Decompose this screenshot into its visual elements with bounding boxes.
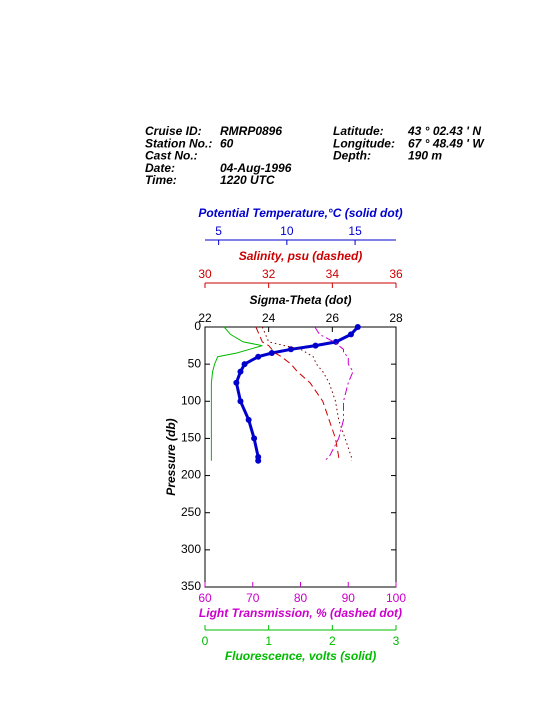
- profile-line: [255, 326, 340, 461]
- x-axis-title: Salinity, psu (dashed): [239, 249, 363, 263]
- header-label: Cast No.:: [145, 149, 198, 163]
- x-tick-label: 36: [389, 267, 403, 281]
- y-tick-label: 350: [181, 579, 201, 593]
- y-tick-label: 150: [181, 431, 201, 445]
- profile-dot: [332, 338, 339, 345]
- profile-dot: [255, 353, 262, 360]
- x-tick-label: 100: [386, 591, 406, 605]
- y-tick-label: 200: [181, 468, 201, 482]
- x-tick-label: 10: [280, 224, 294, 238]
- profile-dot: [237, 398, 244, 405]
- x-tick-label: 30: [198, 267, 212, 281]
- x-tick-label: 1: [265, 634, 272, 648]
- profile-dot: [233, 379, 240, 386]
- profile-dot: [354, 324, 361, 330]
- x-axis-title: Sigma-Theta (dot): [250, 293, 352, 307]
- x-tick-label: 28: [389, 311, 403, 325]
- profile-dot: [347, 331, 354, 338]
- profile-dot: [237, 368, 244, 375]
- x-tick-label: 60: [198, 591, 212, 605]
- x-tick-label: 70: [246, 591, 260, 605]
- header-label: Cruise ID:: [145, 124, 202, 138]
- header-value: 190 m: [408, 149, 442, 163]
- header-value: 04-Aug-1996: [220, 161, 292, 175]
- x-tick-label: 2: [329, 634, 336, 648]
- x-axis-title: Light Transmission, % (dashed dot): [199, 606, 402, 620]
- header-label: Longitude:: [333, 136, 395, 150]
- profile-dot: [245, 416, 252, 423]
- header-value: 60: [220, 136, 234, 150]
- x-tick-label: 26: [326, 311, 340, 325]
- x-tick-label: 15: [348, 224, 362, 238]
- x-tick-label: 34: [326, 267, 340, 281]
- header-label: Date:: [145, 161, 175, 175]
- y-tick-label: 300: [181, 542, 201, 556]
- profile-dot: [268, 350, 275, 356]
- profile-dot: [255, 457, 262, 464]
- header-label: Depth:: [333, 149, 371, 163]
- y-tick-label: 250: [181, 505, 201, 519]
- y-tick-label: 0: [194, 319, 201, 333]
- header-label: Station No.:: [145, 136, 212, 150]
- x-tick-label: 80: [294, 591, 308, 605]
- x-axis-title: Potential Temperature,°C (solid dot): [198, 206, 402, 220]
- y-tick-label: 100: [181, 393, 201, 407]
- header-value: 43 ° 02.43 ' N: [407, 124, 481, 138]
- header-label: Time:: [145, 173, 177, 187]
- profile-dot: [312, 342, 319, 349]
- x-tick-label: 22: [198, 311, 212, 325]
- x-tick-label: 32: [262, 267, 276, 281]
- plot-frame: [204, 326, 397, 588]
- header-value: 67 ° 48.49 ' W: [408, 136, 485, 150]
- x-tick-label: 3: [393, 634, 400, 648]
- header-value: RMRP0896: [220, 124, 282, 138]
- y-axis-title: Pressure (db): [164, 418, 178, 495]
- x-tick-label: 5: [215, 224, 222, 238]
- x-tick-label: 24: [262, 311, 276, 325]
- profile-line: [210, 326, 263, 461]
- x-tick-label: 0: [202, 634, 209, 648]
- profile-dot: [241, 361, 248, 368]
- x-axis-title: Fluorescence, volts (solid): [225, 649, 376, 663]
- y-tick-label: 50: [188, 356, 202, 370]
- header-label: Latitude:: [333, 124, 384, 138]
- header-value: 1220 UTC: [220, 173, 275, 187]
- x-tick-label: 90: [342, 591, 356, 605]
- profile-dot: [251, 435, 258, 442]
- profile-line: [314, 326, 354, 462]
